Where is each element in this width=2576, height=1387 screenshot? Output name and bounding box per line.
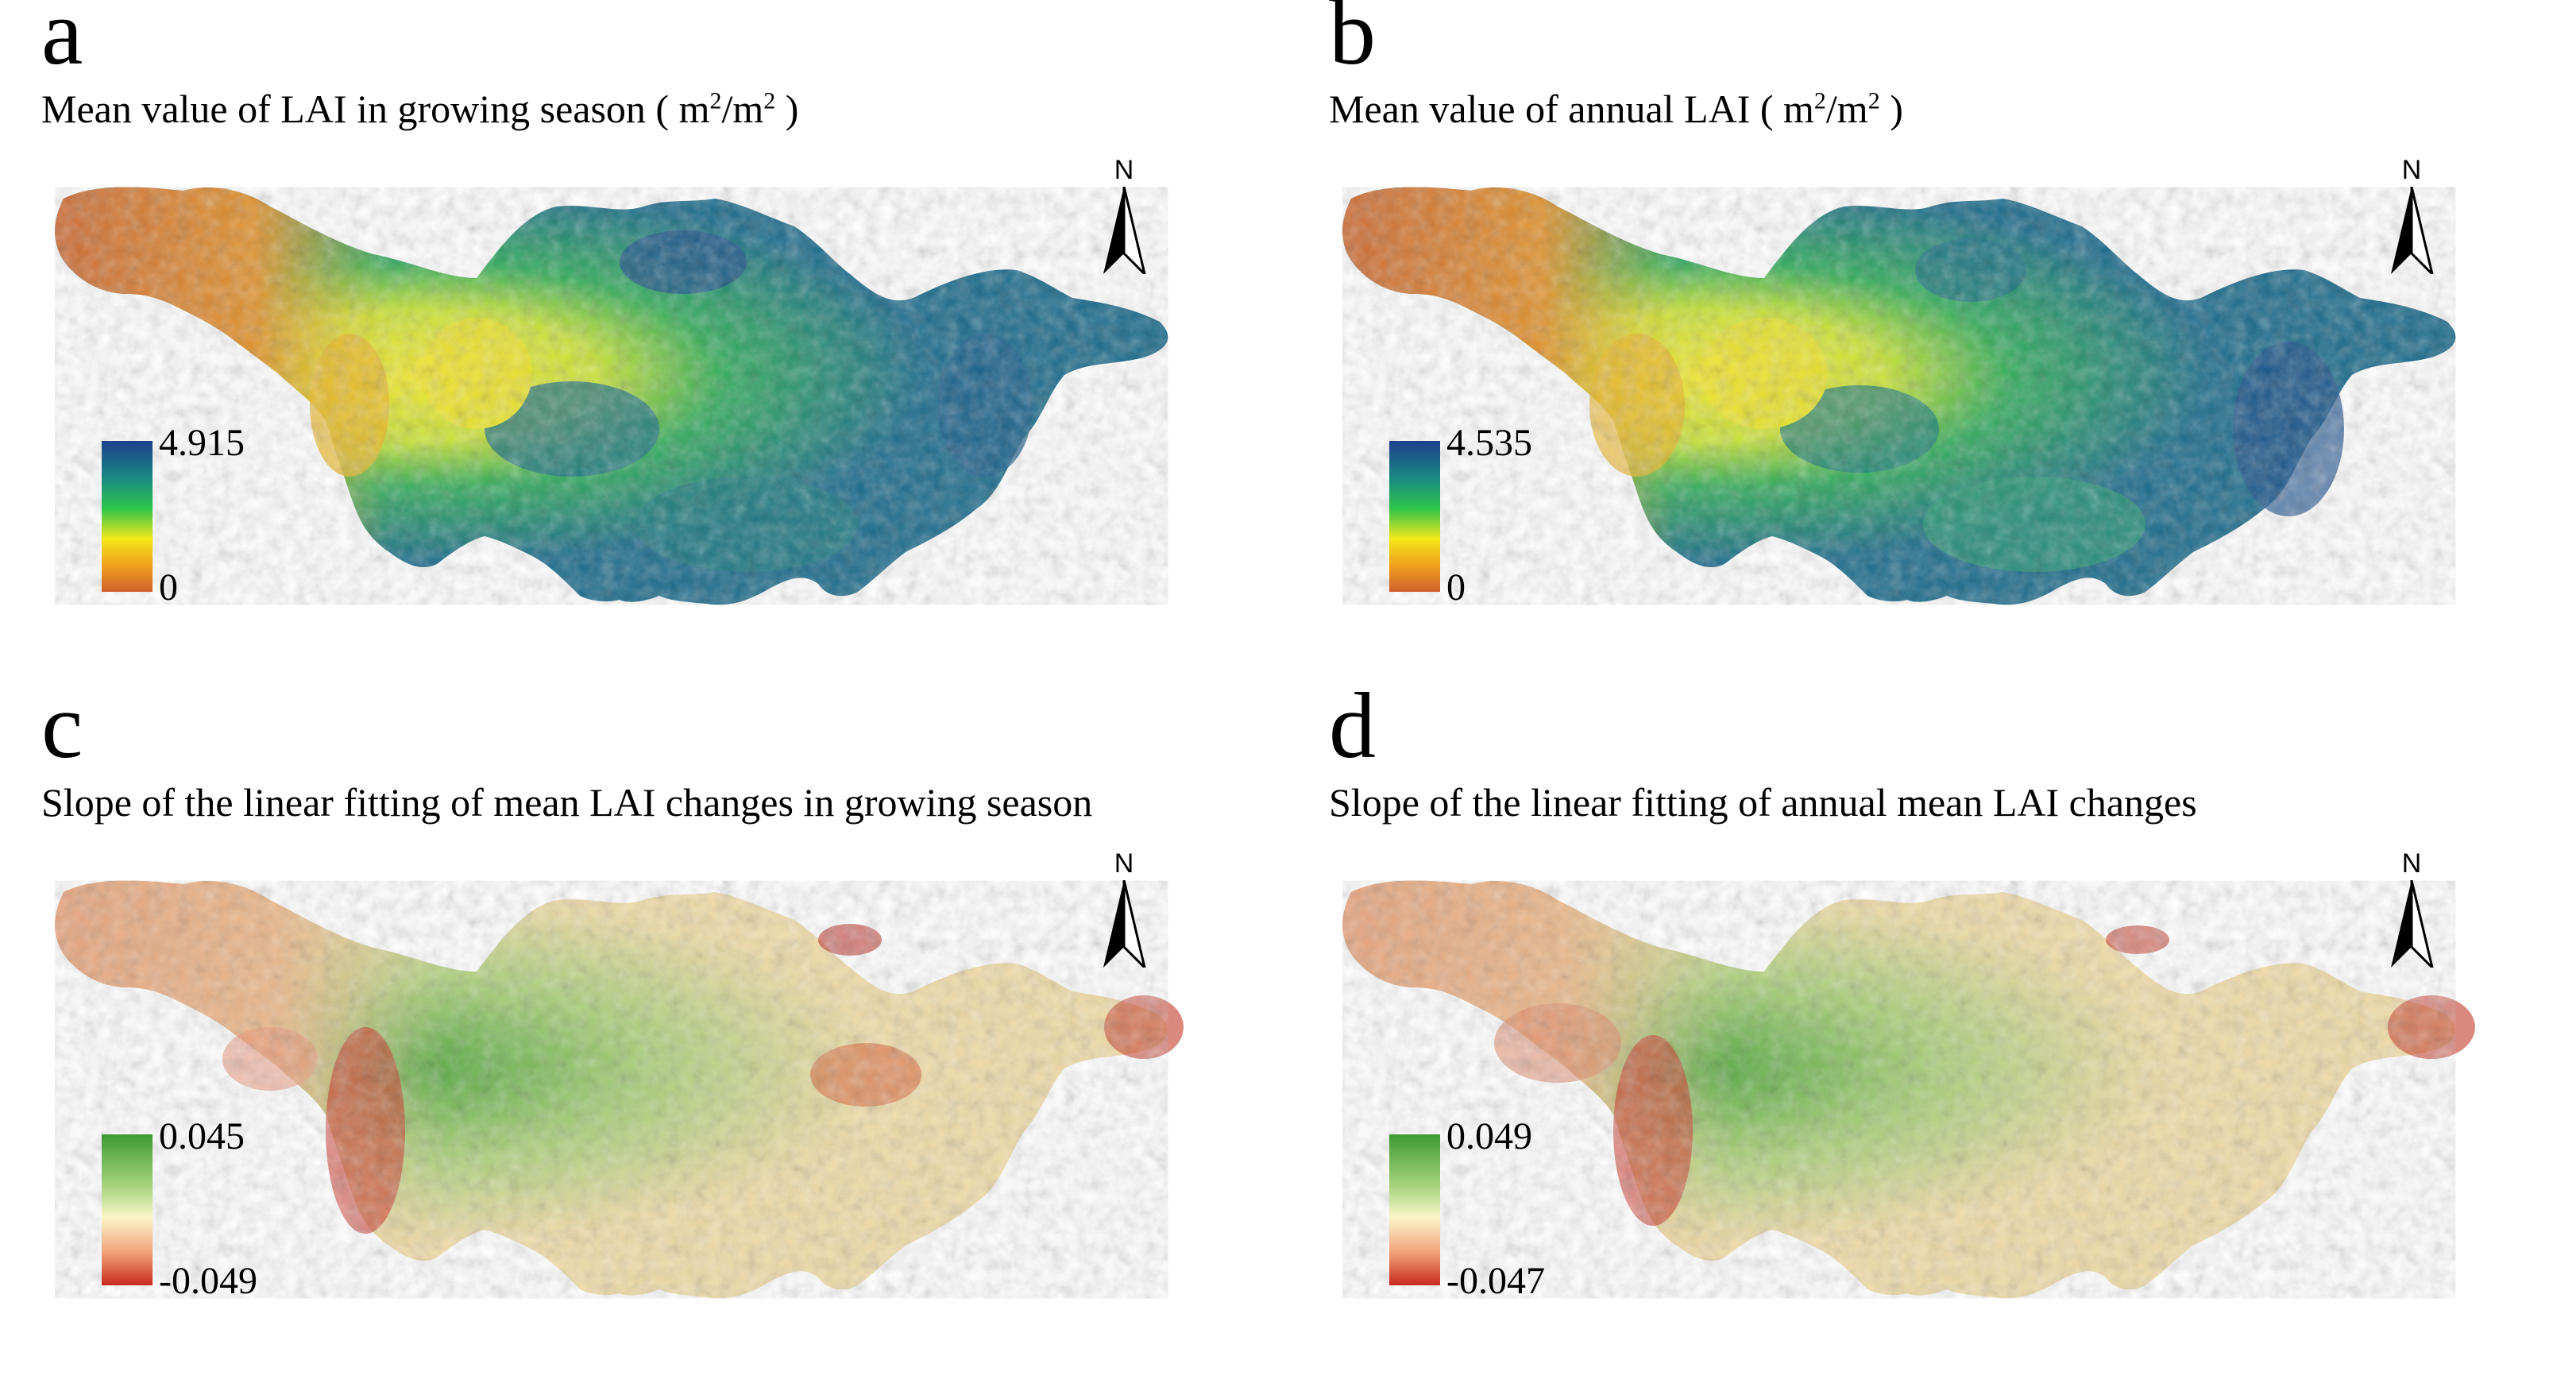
legend-colorbar	[102, 1134, 153, 1285]
north-arrow: N	[2380, 155, 2443, 274]
panel-title: Mean value of annual LAI ( m2/m2 )	[1329, 86, 1903, 132]
title-part: /m	[721, 87, 764, 131]
superscript: 2	[709, 87, 722, 114]
legend-colorbar	[1389, 441, 1440, 592]
legend-max-value: 4.915	[159, 422, 245, 464]
north-label: N	[2401, 155, 2422, 185]
panel-c: c Slope of the linear fitting of mean LA…	[0, 679, 1288, 1387]
north-label: N	[1114, 848, 1134, 879]
lai-growing-season-map	[55, 187, 1168, 605]
north-arrow: N	[1092, 155, 1156, 274]
legend-max-value: 0.045	[159, 1115, 245, 1157]
slope-annual-map	[1342, 880, 2475, 1299]
legend-colorbar	[102, 441, 153, 592]
panel-title: Mean value of LAI in growing season ( m2…	[41, 86, 798, 132]
north-arrow-icon	[1103, 187, 1146, 274]
panel-letter: a	[41, 0, 83, 84]
panel-letter: b	[1329, 0, 1376, 84]
north-arrow-icon	[1103, 880, 1146, 968]
panel-title: Slope of the linear fitting of mean LAI …	[41, 780, 1093, 825]
panel-a: a Mean value of LAI in growing season ( …	[0, 0, 1288, 694]
north-arrow-icon	[2391, 880, 2434, 968]
legend-max-value: 0.049	[1446, 1115, 1532, 1157]
title-part: )	[1879, 87, 1903, 131]
legend-max-value: 4.535	[1446, 422, 1532, 464]
panel-d: d Slope of the linear fitting of annual …	[1288, 679, 2575, 1387]
north-arrow: N	[2380, 848, 2443, 968]
title-part: /m	[1825, 87, 1868, 131]
panel-b: b Mean value of annual LAI ( m2/m2 ) N 4…	[1288, 0, 2575, 694]
superscript: 2	[1813, 87, 1826, 114]
legend-colorbar	[1389, 1134, 1440, 1285]
lai-annual-map	[1342, 187, 2456, 605]
panel-title: Slope of the linear fitting of annual me…	[1329, 780, 2197, 825]
panel-letter: c	[41, 674, 83, 778]
slope-growing-season-map	[55, 880, 1184, 1299]
title-part: )	[775, 87, 799, 131]
north-label: N	[2401, 848, 2422, 879]
legend-min-value: -0.047	[1446, 1260, 1545, 1302]
superscript: 2	[1867, 87, 1880, 114]
title-part: Mean value of annual LAI ( m	[1329, 87, 1814, 131]
legend-min-value: 0	[159, 566, 178, 609]
legend-min-value: -0.049	[159, 1260, 257, 1302]
legend-min-value: 0	[1446, 566, 1466, 609]
north-arrow-icon	[2391, 187, 2434, 274]
panel-letter: d	[1329, 674, 1376, 778]
title-part: Mean value of LAI in growing season ( m	[41, 87, 710, 131]
north-label: N	[1114, 155, 1134, 185]
superscript: 2	[763, 87, 776, 114]
north-arrow: N	[1092, 848, 1156, 968]
